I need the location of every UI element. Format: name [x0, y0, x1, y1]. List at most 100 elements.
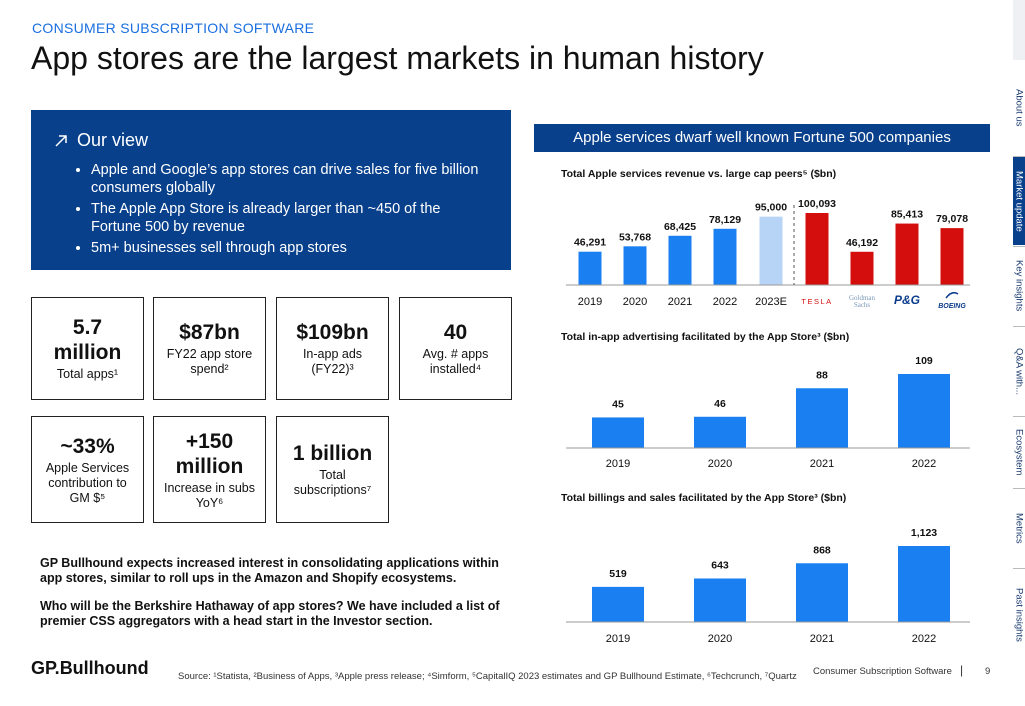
- page-title: App stores are the largest markets in hu…: [31, 40, 764, 76]
- stat-value: 40: [443, 321, 468, 344]
- note-berkshire: Who will be the Berkshire Hathaway of ap…: [40, 599, 500, 628]
- data-label: 95,000: [755, 202, 787, 214]
- stat-label: Avg. # apps installed⁴: [422, 347, 489, 376]
- stat-label: Total subscriptions⁷: [293, 468, 372, 497]
- data-label: 88: [816, 369, 828, 381]
- side-navigation: About us Market update Key insights Q&A wit…: [1013, 60, 1025, 660]
- data-label: 109: [915, 355, 933, 367]
- data-label: 868: [813, 544, 831, 556]
- side-nav-item[interactable]: Metrics: [1013, 489, 1025, 567]
- data-label: 45: [612, 398, 624, 410]
- our-view-panel: Our view Apple and Google’s app stores c…: [31, 110, 511, 270]
- chart-title-services-revenue: Total Apple services revenue vs. large c…: [561, 168, 837, 180]
- side-nav-divider: [1013, 488, 1025, 489]
- side-nav-item[interactable]: Q&A with...: [1013, 327, 1025, 415]
- scrollbar-track[interactable]: [1013, 0, 1025, 60]
- tick-label: 2022: [713, 296, 737, 308]
- side-nav-divider: [1013, 246, 1025, 247]
- chart-bar: [713, 228, 737, 285]
- stat-value: $87bn: [179, 321, 240, 344]
- tick-label: 2022: [912, 633, 936, 645]
- gp-bullhound-logo: GP.Bullhound: [31, 658, 149, 678]
- stat-label: Apple Services contribution to GM $⁵: [45, 460, 130, 505]
- stat-card-in-app-ads: $109bn In-app ads (FY22)³: [276, 297, 389, 400]
- stat-card-app-store-spend: $87bn FY22 app store spend²: [153, 297, 266, 400]
- data-label: 519: [609, 568, 627, 580]
- tick-label: 2022: [912, 458, 936, 470]
- tesla-logo: TESLA: [801, 297, 832, 306]
- data-label: 78,129: [709, 214, 741, 226]
- stat-label: Total apps¹: [56, 367, 119, 381]
- side-nav-item[interactable]: Past insights: [1013, 569, 1025, 660]
- side-nav-item[interactable]: Key insights: [1013, 247, 1025, 325]
- tick-label: 2021: [810, 633, 834, 645]
- side-nav-item[interactable]: Market update: [1013, 157, 1025, 245]
- list-item: Apple and Google’s app stores can drive …: [91, 161, 489, 197]
- chart-bar: [898, 374, 950, 448]
- chart-bar: [694, 578, 746, 622]
- stat-value: 5.7 million: [53, 316, 122, 364]
- data-label: 46,192: [846, 237, 878, 249]
- tick-label: 2019: [606, 458, 630, 470]
- data-label: 46,291: [574, 237, 606, 249]
- list-item: The Apple App Store is already larger th…: [91, 200, 489, 236]
- stat-card-total-apps: 5.7 million Total apps¹: [31, 297, 144, 400]
- chart-bar: [895, 223, 919, 285]
- our-view-heading-row: Our view: [53, 130, 489, 151]
- chart-bar: [796, 563, 848, 622]
- our-view-heading: Our view: [77, 130, 149, 150]
- tick-label: 2023E: [755, 296, 787, 308]
- side-nav-divider: [1013, 568, 1025, 569]
- data-label: 79,078: [936, 213, 968, 225]
- goldman-sachs-logo: Goldman Sachs: [849, 294, 876, 309]
- stat-value: ~33%: [60, 434, 115, 458]
- side-nav-label: Metrics: [1013, 512, 1025, 544]
- stat-value: 1 billion: [292, 442, 373, 465]
- charts-banner: Apple services dwarf well known Fortune …: [534, 124, 990, 152]
- chart-bar: [592, 417, 644, 448]
- data-label: 53,768: [619, 231, 651, 243]
- chart-bar: [759, 216, 783, 285]
- source-footnote: Source: ¹Statista, ²Business of Apps, ³A…: [178, 671, 797, 682]
- side-nav-label: Q&A with...: [1013, 347, 1025, 395]
- chart-bar: [592, 586, 644, 622]
- chart-bar: [668, 235, 692, 285]
- side-nav-label: Ecosystem: [1013, 428, 1025, 476]
- list-item: 5m+ businesses sell through app stores: [91, 239, 489, 257]
- data-label: 100,093: [798, 198, 836, 210]
- stat-value: $109bn: [296, 321, 369, 344]
- tick-label: 2021: [668, 296, 692, 308]
- footer-section-name: Consumer Subscription Software: [813, 666, 952, 677]
- chart-bar: [623, 246, 647, 285]
- side-nav-item[interactable]: Ecosystem: [1013, 417, 1025, 487]
- chart-bar: [694, 416, 746, 448]
- side-nav-label: Market update: [1013, 170, 1025, 232]
- tick-label: 2020: [708, 633, 732, 645]
- chart-bar: [850, 251, 874, 285]
- tick-label: 2019: [578, 296, 602, 308]
- footer-separator: |: [960, 663, 964, 677]
- boeing-logo-mark: [945, 291, 959, 299]
- chart-title-in-app-ads: Total in-app advertising facilitated by …: [561, 331, 850, 343]
- stat-value: +150 million: [175, 429, 244, 478]
- note-consolidation: GP Bullhound expects increased interest …: [40, 556, 499, 585]
- tick-label: 2021: [810, 458, 834, 470]
- side-nav-label: Key insights: [1013, 260, 1025, 312]
- data-label: 46: [714, 398, 726, 410]
- boeing-logo: BOEING: [938, 303, 966, 310]
- chart-bar: [578, 251, 602, 285]
- stat-label: Increase in subs YoY⁶: [163, 480, 256, 510]
- stat-card-services-gm: ~33% Apple Services contribution to GM $…: [31, 416, 144, 523]
- side-nav-divider: [1013, 326, 1025, 327]
- side-nav-item[interactable]: About us: [1013, 60, 1025, 155]
- stat-label: FY22 app store spend²: [166, 347, 253, 376]
- data-label: 643: [711, 559, 729, 571]
- our-view-bullets: Apple and Google’s app stores can drive …: [53, 161, 489, 257]
- chart-bar: [898, 546, 950, 622]
- data-label: 85,413: [891, 209, 923, 221]
- chart-bar: [805, 213, 829, 285]
- data-label: 1,123: [911, 527, 937, 539]
- stat-card-avg-apps: 40 Avg. # apps installed⁴: [399, 297, 512, 400]
- pg-logo: P&G: [894, 293, 920, 307]
